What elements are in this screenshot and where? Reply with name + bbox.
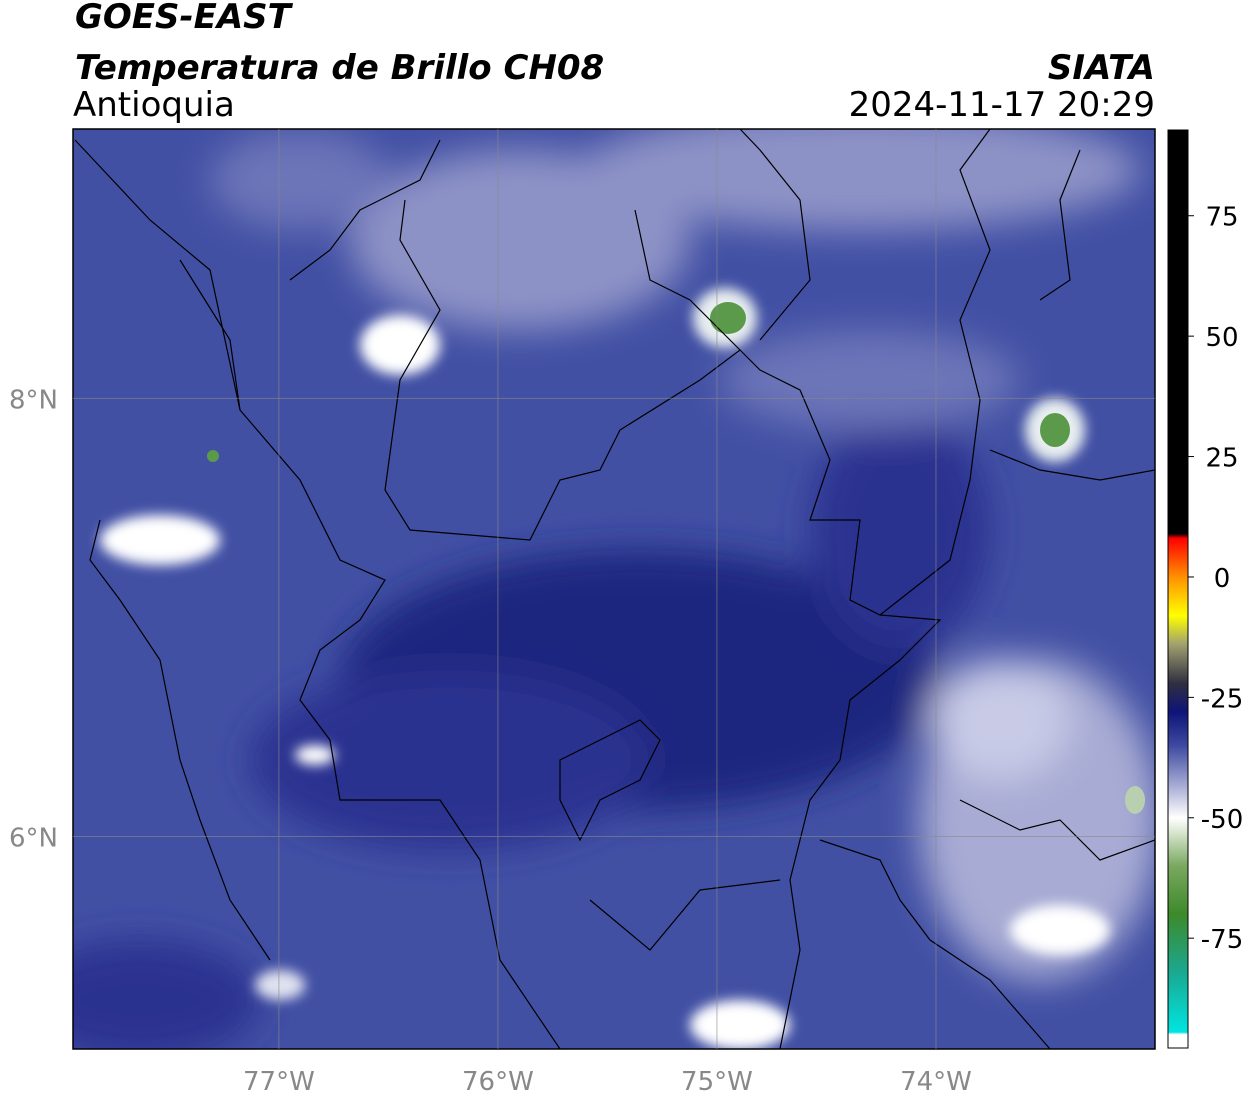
title-datetime: 2024-11-17 20:29	[849, 85, 1155, 125]
colorbar-tick-label: 75	[1205, 203, 1238, 233]
title-satellite: GOES-EAST	[75, 0, 294, 37]
title-region: Antioquia	[73, 85, 235, 125]
colorbar	[1167, 129, 1189, 1049]
colorbar-tick-label: -50	[1201, 805, 1243, 835]
colorbar-tick-label: -25	[1201, 684, 1243, 714]
title-product: Temperatura de Brillo CH08	[75, 48, 604, 88]
colorbar-tick-label: 25	[1205, 444, 1238, 474]
x-tick-label: 75°W	[681, 1067, 753, 1097]
title-source: SIATA	[1048, 48, 1155, 88]
colorbar-tick-label: -75	[1201, 925, 1243, 955]
x-tick-label: 76°W	[462, 1067, 534, 1097]
y-tick-label: 6°N	[9, 824, 58, 854]
x-tick-label: 77°W	[243, 1067, 315, 1097]
map-field	[73, 129, 1155, 1049]
map-frame	[72, 128, 1156, 1050]
y-tick-label: 8°N	[9, 385, 58, 415]
colorbar-tick-label: 0	[1214, 564, 1231, 594]
x-tick-label: 74°W	[900, 1067, 972, 1097]
colorbar-tick-label: 50	[1205, 323, 1238, 353]
